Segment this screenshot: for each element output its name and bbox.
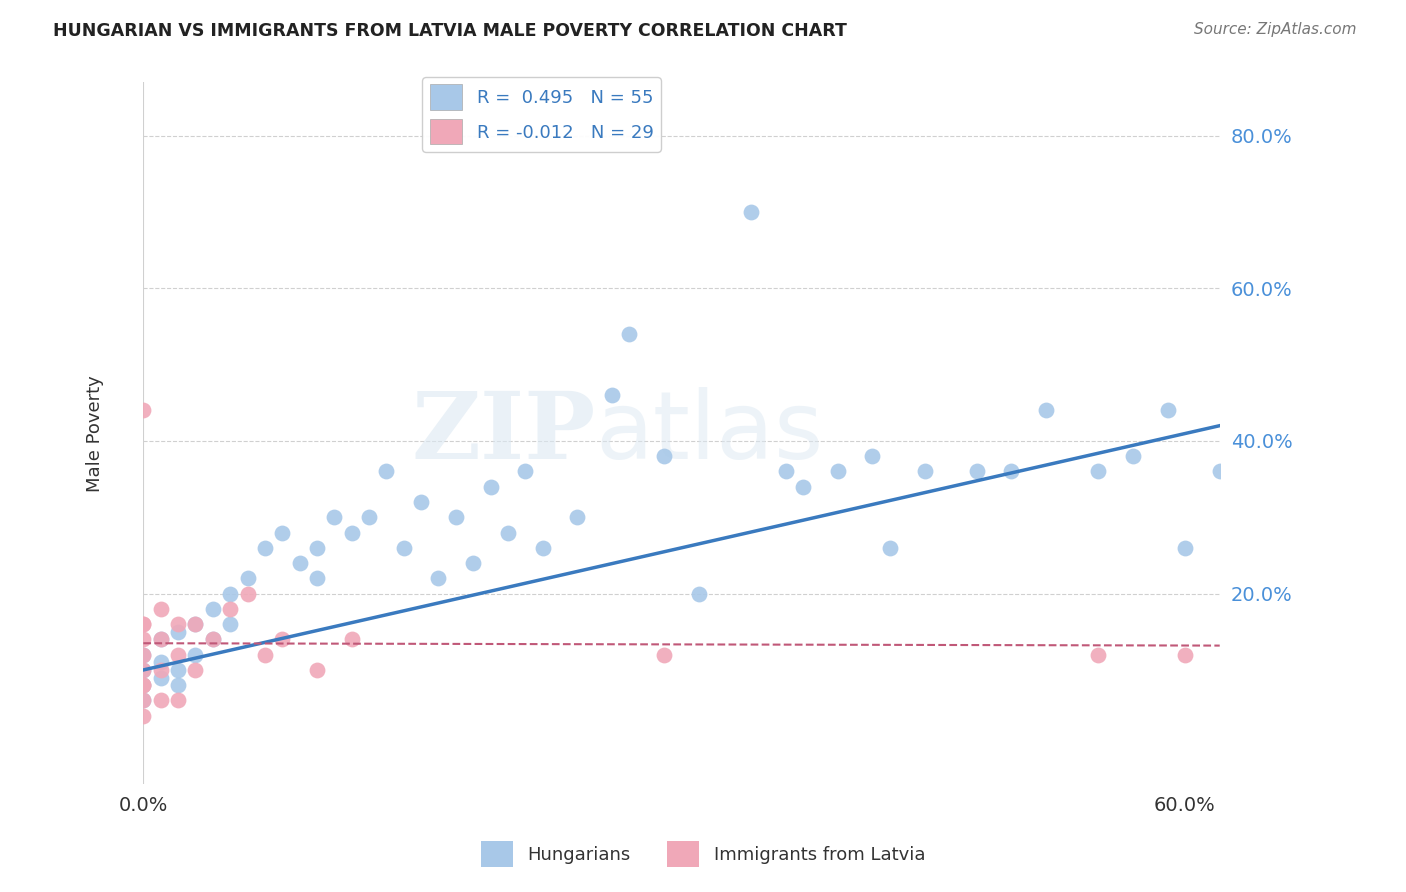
Legend: R =  0.495   N = 55, R = -0.012   N = 29: R = 0.495 N = 55, R = -0.012 N = 29 xyxy=(422,77,661,152)
Point xyxy=(149,602,172,616)
Point xyxy=(132,663,155,677)
Point xyxy=(253,541,276,555)
Point xyxy=(132,617,155,632)
Point xyxy=(652,449,675,463)
Point xyxy=(167,617,190,632)
Point xyxy=(132,663,155,677)
Point xyxy=(149,632,172,647)
Point xyxy=(496,525,519,540)
Point xyxy=(1156,403,1178,417)
Point xyxy=(1209,465,1232,479)
Point xyxy=(1174,648,1197,662)
Point xyxy=(132,648,155,662)
Point xyxy=(775,465,797,479)
Point xyxy=(149,663,172,677)
Text: Male Poverty: Male Poverty xyxy=(86,375,104,491)
Point xyxy=(1122,449,1144,463)
Point xyxy=(167,624,190,639)
Point xyxy=(600,388,623,402)
Point xyxy=(167,648,190,662)
Point xyxy=(149,693,172,707)
Point xyxy=(236,586,259,600)
Point xyxy=(463,556,485,570)
Legend: Hungarians, Immigrants from Latvia: Hungarians, Immigrants from Latvia xyxy=(474,834,932,874)
Point xyxy=(740,205,762,219)
Point xyxy=(201,632,224,647)
Point xyxy=(515,465,537,479)
Text: ZIP: ZIP xyxy=(411,388,595,478)
Point xyxy=(688,586,710,600)
Point xyxy=(531,541,554,555)
Text: Source: ZipAtlas.com: Source: ZipAtlas.com xyxy=(1194,22,1357,37)
Point xyxy=(132,632,155,647)
Point xyxy=(444,510,467,524)
Point xyxy=(305,541,328,555)
Point xyxy=(827,465,849,479)
Point xyxy=(149,671,172,685)
Point xyxy=(132,403,155,417)
Point xyxy=(219,602,242,616)
Point xyxy=(567,510,589,524)
Point xyxy=(132,678,155,692)
Point xyxy=(167,693,190,707)
Point xyxy=(411,495,433,509)
Point xyxy=(201,632,224,647)
Point xyxy=(253,648,276,662)
Point xyxy=(184,617,207,632)
Point xyxy=(167,663,190,677)
Point xyxy=(862,449,884,463)
Point xyxy=(149,655,172,669)
Point xyxy=(652,648,675,662)
Point xyxy=(305,663,328,677)
Point xyxy=(792,480,814,494)
Point xyxy=(184,617,207,632)
Point xyxy=(271,525,294,540)
Point xyxy=(357,510,380,524)
Point xyxy=(879,541,901,555)
Point xyxy=(271,632,294,647)
Point xyxy=(1035,403,1057,417)
Point xyxy=(427,571,450,585)
Point xyxy=(132,678,155,692)
Point xyxy=(201,602,224,616)
Point xyxy=(288,556,311,570)
Point xyxy=(167,678,190,692)
Point xyxy=(132,648,155,662)
Point xyxy=(1087,648,1109,662)
Point xyxy=(132,693,155,707)
Point xyxy=(132,617,155,632)
Point xyxy=(323,510,346,524)
Point xyxy=(149,632,172,647)
Point xyxy=(305,571,328,585)
Point xyxy=(1174,541,1197,555)
Point xyxy=(1087,465,1109,479)
Text: HUNGARIAN VS IMMIGRANTS FROM LATVIA MALE POVERTY CORRELATION CHART: HUNGARIAN VS IMMIGRANTS FROM LATVIA MALE… xyxy=(53,22,848,40)
Point xyxy=(184,648,207,662)
Point xyxy=(619,327,641,342)
Point xyxy=(392,541,415,555)
Point xyxy=(340,525,363,540)
Point xyxy=(132,708,155,723)
Point xyxy=(375,465,398,479)
Point xyxy=(132,693,155,707)
Point xyxy=(966,465,988,479)
Point xyxy=(1000,465,1022,479)
Point xyxy=(340,632,363,647)
Point xyxy=(219,617,242,632)
Text: atlas: atlas xyxy=(595,387,824,479)
Point xyxy=(236,571,259,585)
Point xyxy=(914,465,936,479)
Point xyxy=(184,663,207,677)
Point xyxy=(219,586,242,600)
Point xyxy=(132,678,155,692)
Point xyxy=(479,480,502,494)
